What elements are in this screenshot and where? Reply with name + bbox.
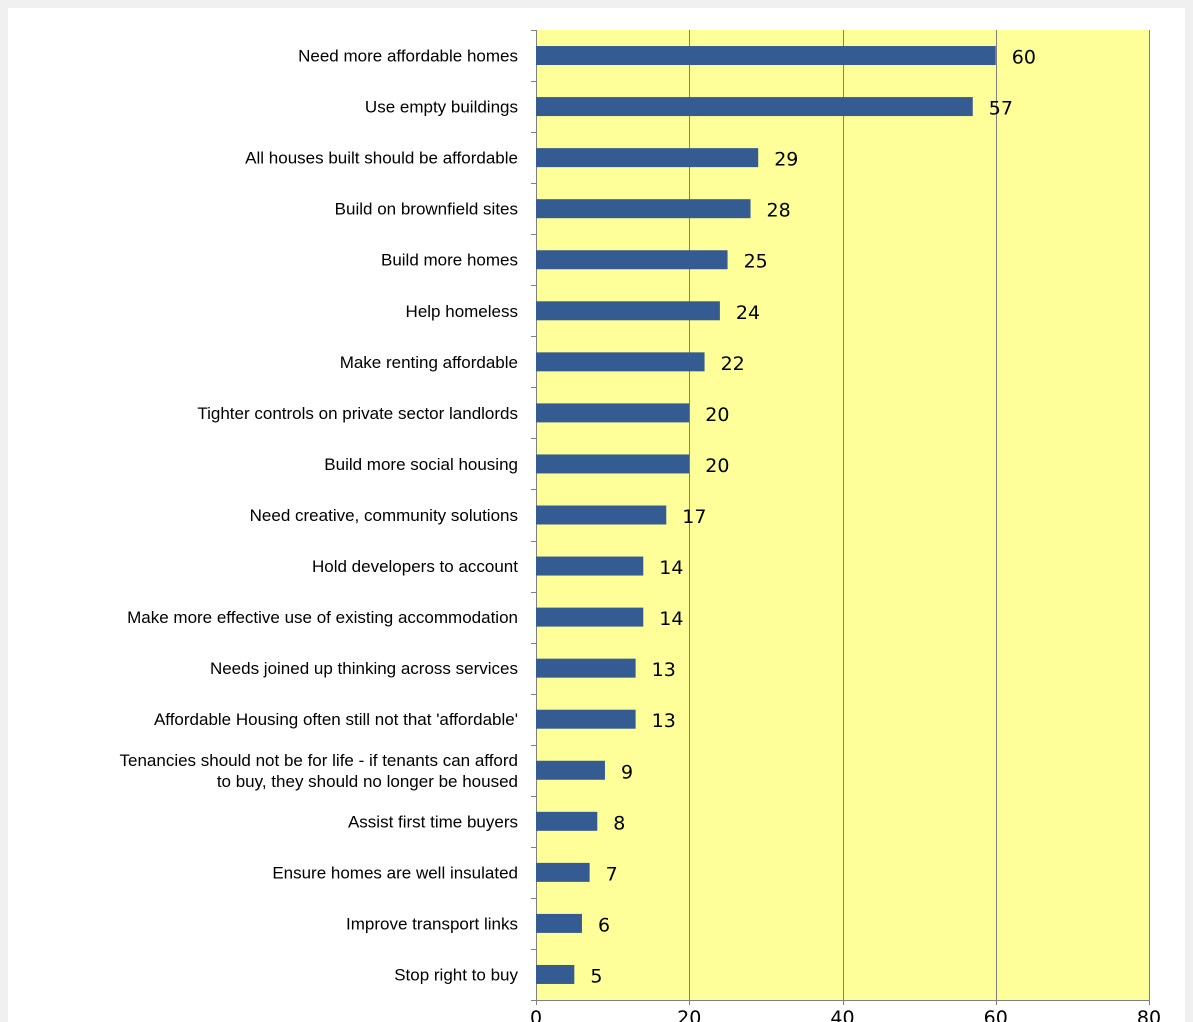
- category-label: Improve transport links: [346, 914, 518, 933]
- bar: [536, 250, 728, 270]
- x-tick-label: 0: [530, 1007, 542, 1022]
- x-tick-label: 80: [1137, 1007, 1161, 1022]
- bar: [536, 352, 705, 372]
- category-label: Build more homes: [381, 251, 518, 270]
- data-label: 8: [613, 812, 625, 834]
- data-label: 14: [659, 608, 683, 630]
- data-label: 29: [774, 149, 798, 171]
- x-tick-label: 20: [677, 1007, 701, 1022]
- data-label: 9: [621, 761, 633, 783]
- data-label: 6: [598, 914, 610, 936]
- data-label: 28: [767, 200, 791, 222]
- chart-panel: 0 20 40 60 80 Need more affordable homes 60 Use…: [8, 8, 1185, 1022]
- bar: [536, 964, 575, 984]
- data-label: 14: [659, 557, 683, 579]
- category-label: Make renting affordable: [340, 353, 518, 372]
- bar: [536, 811, 598, 831]
- category-label: Tenancies should not be for life - if te…: [120, 751, 519, 770]
- category-label: Help homeless: [406, 302, 518, 321]
- bar: [536, 403, 690, 423]
- bar: [536, 709, 636, 729]
- data-label: 25: [744, 251, 768, 273]
- category-label: Build more social housing: [324, 455, 518, 474]
- bar: [536, 454, 690, 474]
- data-label: 57: [989, 98, 1013, 120]
- x-tick-label: 60: [984, 1007, 1008, 1022]
- category-label: Affordable Housing often still not that …: [154, 710, 518, 729]
- bar: [536, 556, 644, 576]
- data-label: 5: [590, 965, 602, 987]
- data-label: 20: [705, 404, 729, 426]
- bar-chart: 0 20 40 60 80 Need more affordable homes 60 Use…: [120, 30, 1161, 1022]
- bar: [536, 199, 751, 219]
- bar: [536, 148, 759, 168]
- bar: [536, 862, 590, 882]
- bar: [536, 760, 605, 780]
- category-label: to buy, they should no longer be housed: [217, 772, 518, 791]
- bar: [536, 913, 582, 933]
- bar: [536, 607, 644, 627]
- category-label: Ensure homes are well insulated: [272, 863, 518, 882]
- data-label: 17: [682, 506, 706, 528]
- category-label: Make more effective use of existing acco…: [127, 608, 518, 627]
- x-tick-label: 40: [830, 1007, 854, 1022]
- bar: [536, 301, 720, 321]
- category-label: Use empty buildings: [365, 98, 518, 117]
- data-label: 20: [705, 455, 729, 477]
- category-label: All houses built should be affordable: [245, 149, 518, 168]
- category-label: Build on brownfield sites: [335, 200, 518, 219]
- category-label: Needs joined up thinking across services: [210, 659, 518, 678]
- category-label: Need more affordable homes: [298, 47, 518, 66]
- data-label: 24: [736, 302, 760, 324]
- data-label: 13: [652, 659, 676, 681]
- category-label: Hold developers to account: [312, 557, 518, 576]
- category-label: Need creative, community solutions: [250, 506, 518, 525]
- category-label: Stop right to buy: [394, 965, 518, 984]
- data-label: 60: [1012, 47, 1036, 69]
- category-label: Tighter controls on private sector landl…: [197, 404, 518, 423]
- data-label: 13: [652, 710, 676, 732]
- bar: [536, 97, 973, 117]
- bar: [536, 505, 667, 525]
- data-label: 22: [721, 353, 745, 375]
- bar: [536, 658, 636, 678]
- bar: [536, 46, 996, 66]
- data-label: 7: [606, 863, 618, 885]
- category-label: Assist first time buyers: [348, 812, 518, 831]
